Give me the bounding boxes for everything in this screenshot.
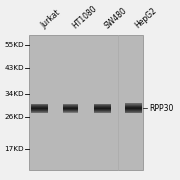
Text: HepG2: HepG2 xyxy=(133,6,158,30)
Bar xyxy=(125,104,142,105)
Bar xyxy=(125,110,142,111)
Bar xyxy=(31,109,48,110)
Bar xyxy=(31,112,48,113)
Bar xyxy=(125,103,142,104)
Bar xyxy=(125,106,142,107)
Text: Jurkat: Jurkat xyxy=(40,8,62,30)
Bar xyxy=(31,108,48,109)
Bar xyxy=(94,106,111,107)
Text: RPP30: RPP30 xyxy=(149,104,174,113)
Bar xyxy=(94,108,111,109)
Bar xyxy=(62,110,78,111)
Bar xyxy=(31,104,48,105)
Bar xyxy=(125,107,142,108)
Bar xyxy=(125,104,142,105)
Text: 17KD: 17KD xyxy=(5,146,24,152)
Bar xyxy=(62,108,78,109)
Text: 26KD: 26KD xyxy=(5,114,24,120)
Bar xyxy=(125,112,142,113)
Bar xyxy=(125,111,142,112)
Bar xyxy=(94,104,111,105)
Bar xyxy=(94,109,111,110)
Bar xyxy=(94,110,111,111)
Bar xyxy=(31,104,48,105)
Bar xyxy=(62,105,78,106)
Bar xyxy=(94,104,111,105)
Bar xyxy=(94,111,111,112)
Bar xyxy=(94,107,111,108)
Bar xyxy=(125,106,142,107)
Bar xyxy=(125,109,142,110)
Bar xyxy=(125,108,142,109)
Text: 34KD: 34KD xyxy=(5,91,24,97)
Bar xyxy=(94,109,111,110)
Bar xyxy=(62,109,78,110)
Bar xyxy=(62,104,78,105)
Bar xyxy=(31,107,48,108)
Bar xyxy=(31,110,48,111)
Bar xyxy=(62,106,78,107)
Text: HT1080: HT1080 xyxy=(70,4,98,30)
Bar xyxy=(31,110,48,111)
Bar xyxy=(125,105,142,106)
Bar xyxy=(94,105,111,106)
Bar xyxy=(62,111,78,112)
Bar xyxy=(62,107,78,108)
Text: SW480: SW480 xyxy=(103,6,128,30)
Bar xyxy=(31,109,48,110)
Text: 55KD: 55KD xyxy=(5,42,24,48)
Bar xyxy=(31,112,48,113)
Bar xyxy=(125,112,142,113)
FancyBboxPatch shape xyxy=(29,35,143,170)
Bar xyxy=(31,111,48,112)
Bar xyxy=(94,112,111,113)
Bar xyxy=(94,112,111,113)
Text: 43KD: 43KD xyxy=(5,65,24,71)
Bar xyxy=(62,107,78,108)
Bar xyxy=(31,105,48,106)
Bar xyxy=(62,106,78,107)
Bar xyxy=(94,110,111,111)
Bar xyxy=(31,106,48,107)
Bar xyxy=(62,104,78,105)
Bar xyxy=(62,105,78,106)
